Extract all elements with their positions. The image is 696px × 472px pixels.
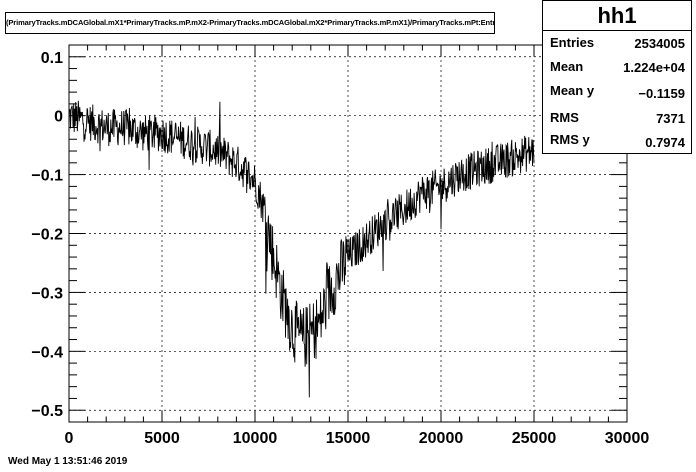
statistics-box: hh1 Entries 2534005 Mean 1.224e+04 Mean …	[542, 0, 692, 154]
histogram-name: hh1	[543, 1, 691, 31]
y-tick-label: −0.5	[31, 403, 63, 420]
stats-label: RMS y	[550, 132, 590, 147]
y-tick-label: −0.1	[31, 168, 63, 185]
x-tick-label: 15000	[326, 430, 371, 447]
stats-value: 0.7974	[645, 135, 685, 150]
stats-label: Mean y	[550, 83, 595, 98]
x-tick-label: 10000	[233, 430, 278, 447]
grid-lines	[69, 45, 627, 422]
x-tick-label: 30000	[605, 430, 650, 447]
stats-row-entries: Entries 2534005	[543, 31, 691, 55]
stats-value: 1.224e+04	[623, 60, 685, 75]
date-stamp: Wed May 1 13:51:46 2019	[8, 456, 128, 467]
series-trace	[68, 100, 535, 398]
stats-label: RMS	[550, 110, 579, 125]
x-tick-label: 5000	[144, 430, 180, 447]
stats-row-mean-y: Mean y −0.1159	[543, 79, 691, 103]
y-tick-label: 0	[54, 109, 63, 126]
stats-row-rms-y: RMS y 0.7974	[543, 128, 691, 152]
stats-label: Entries	[550, 35, 595, 50]
histogram-title: (PrimaryTracks.mDCAGlobal.mX1*PrimaryTra…	[5, 12, 495, 34]
axes: 0 5000 10000 15000 20000 25000 30000 −0.5 −0.4 −0…	[31, 44, 650, 447]
y-tick-label: −0.4	[31, 344, 63, 361]
y-tick-label: −0.3	[31, 285, 63, 302]
y-tick-label: 0.1	[41, 50, 63, 67]
y-tick-label: −0.2	[31, 227, 63, 244]
stats-row-mean: Mean 1.224e+04	[543, 55, 691, 79]
stats-value: 7371	[656, 111, 685, 126]
stats-row-rms: RMS 7371	[543, 106, 691, 130]
histogram-series	[68, 100, 535, 398]
x-tick-label: 20000	[419, 430, 464, 447]
stats-label: Mean	[550, 59, 584, 74]
x-tick-label: 25000	[512, 430, 557, 447]
x-tick-label: 0	[65, 430, 74, 447]
stats-value: −0.1159	[638, 86, 685, 101]
stats-value: 2534005	[634, 36, 685, 51]
